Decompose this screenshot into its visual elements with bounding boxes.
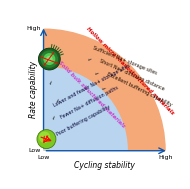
Circle shape bbox=[39, 132, 50, 143]
Circle shape bbox=[43, 53, 55, 65]
Text: Hollow micro-/nanostructured materials: Hollow micro-/nanostructured materials bbox=[86, 26, 176, 115]
Text: ✔: ✔ bbox=[93, 70, 99, 77]
Text: Sufficient Na+ storage sites: Sufficient Na+ storage sites bbox=[92, 45, 157, 76]
Text: Low: Low bbox=[37, 155, 50, 160]
Text: ✔: ✔ bbox=[86, 56, 92, 62]
Text: Fewer Na+ diffusion paths: Fewer Na+ diffusion paths bbox=[59, 85, 119, 120]
Text: Lower and fewer Na+ storage sites: Lower and fewer Na+ storage sites bbox=[52, 63, 131, 108]
Circle shape bbox=[41, 50, 58, 68]
Text: Low: Low bbox=[28, 148, 41, 153]
Text: ✔: ✔ bbox=[48, 80, 54, 86]
Text: Poor buffering capability: Poor buffering capability bbox=[55, 104, 111, 136]
Text: Solid bulk structured materials: Solid bulk structured materials bbox=[57, 60, 126, 128]
Text: High: High bbox=[158, 155, 173, 160]
Circle shape bbox=[38, 48, 60, 70]
Circle shape bbox=[46, 56, 53, 62]
Circle shape bbox=[37, 130, 56, 149]
Text: ✔: ✔ bbox=[55, 97, 61, 104]
Text: Excellent buffering capability: Excellent buffering capability bbox=[106, 72, 173, 108]
Text: Cycling stability: Cycling stability bbox=[74, 161, 135, 170]
Wedge shape bbox=[44, 66, 128, 151]
Text: Short Na+ diffusion distance: Short Na+ diffusion distance bbox=[99, 58, 165, 92]
Text: ✔: ✔ bbox=[100, 85, 106, 91]
Wedge shape bbox=[44, 29, 166, 151]
Text: High: High bbox=[26, 26, 41, 31]
Text: ✔: ✔ bbox=[51, 115, 57, 121]
Text: Rate capability: Rate capability bbox=[29, 61, 38, 118]
